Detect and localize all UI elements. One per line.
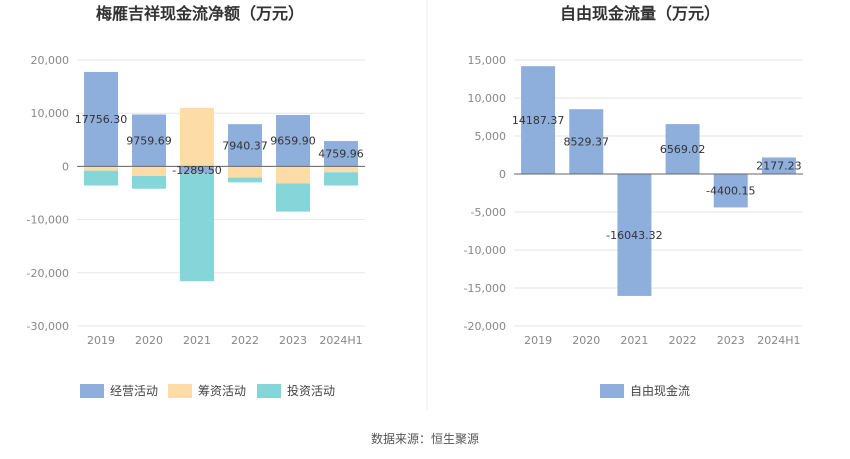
x-tick-label: 2020 (135, 334, 163, 347)
bar-自由现金流 (665, 124, 700, 174)
data-label: 8529.37 (564, 136, 610, 149)
bar-筹资活动 (324, 166, 358, 173)
data-label: -4400.15 (706, 185, 755, 198)
legend-label: 自由现金流 (630, 383, 690, 398)
x-tick-label: 2021 (620, 334, 648, 347)
data-label: 7940.37 (222, 139, 268, 152)
x-tick-label: 2019 (524, 334, 552, 347)
y-tick-label: 0 (62, 160, 69, 173)
data-label: 17756.30 (75, 113, 128, 126)
bar-自由现金流 (617, 174, 652, 296)
x-tick-label: 2022 (231, 334, 259, 347)
data-label: 2177.23 (756, 160, 802, 173)
free-cashflow-chart: 自由现金流量（万元） 15,000 10,000 5,000 0 -5,000 -10,00… (464, 4, 803, 398)
bar-经营活动 (276, 115, 310, 167)
y-tick-label: -10,000 (464, 244, 506, 257)
x-tick-label: 2019 (87, 334, 115, 347)
bar-筹资活动 (228, 166, 262, 178)
legend-swatch (600, 384, 624, 398)
x-tick-label: 2021 (183, 334, 211, 347)
data-label: -1289.50 (172, 164, 221, 177)
y-tick-label: 10,000 (468, 92, 507, 105)
data-label: 9659.90 (270, 135, 316, 148)
bar-投资活动 (180, 173, 214, 282)
legend-label: 经营活动 (110, 384, 158, 398)
bar-经营活动 (324, 141, 358, 167)
y-tick-label: 0 (499, 168, 506, 181)
cashflow-net-chart: 梅雁吉祥现金流净额（万元） 20,000 10,000 0 -10,000 -20,000… (27, 4, 365, 398)
chart-title: 自由现金流量（万元） (560, 4, 720, 23)
legend-label: 投资活动 (287, 383, 335, 398)
data-label: 6569.02 (660, 143, 706, 156)
x-tick-label: 2024H1 (757, 334, 800, 347)
data-label: 9759.69 (126, 134, 172, 147)
bar-经营活动 (180, 166, 214, 174)
y-tick-label: -30,000 (27, 320, 69, 333)
bar-经营活动 (228, 124, 262, 167)
bar-投资活动 (84, 170, 118, 186)
y-tick-label: -5,000 (471, 206, 506, 219)
bar-筹资活动 (84, 166, 118, 171)
legend-swatch (80, 384, 104, 398)
y-tick-label: 10,000 (31, 107, 70, 120)
x-tick-label: 2023 (279, 334, 307, 347)
data-label: 14187.37 (512, 114, 565, 127)
x-tick-label: 2024H1 (319, 334, 362, 347)
chart-title: 梅雁吉祥现金流净额（万元） (96, 4, 304, 23)
bar-经营活动 (132, 114, 166, 167)
y-tick-label: -15,000 (464, 282, 506, 295)
y-tick-label: -20,000 (27, 267, 69, 280)
x-tick-label: 2020 (572, 334, 600, 347)
y-tick-label: 20,000 (31, 54, 70, 67)
y-tick-label: 15,000 (468, 54, 507, 67)
y-tick-label: 5,000 (475, 130, 507, 143)
legend-swatch (257, 384, 281, 398)
y-tick-label: -10,000 (27, 214, 69, 227)
x-tick-label: 2023 (717, 334, 745, 347)
data-label: 4759.96 (318, 148, 364, 161)
bar-自由现金流 (713, 174, 748, 208)
bar-经营活动 (84, 71, 118, 167)
bar-自由现金流 (569, 109, 604, 174)
data-label: -16043.32 (606, 229, 662, 242)
bar-自由现金流 (521, 66, 556, 174)
bar-投资活动 (228, 177, 262, 183)
source-note: 数据来源：恒生聚源 (370, 432, 479, 446)
bar-投资活动 (324, 172, 358, 186)
bar-筹资活动 (132, 166, 166, 176)
bar-投资活动 (132, 175, 166, 189)
legend-swatch (168, 384, 192, 398)
y-tick-label: -20,000 (464, 320, 506, 333)
bar-筹资活动 (180, 107, 214, 167)
x-tick-label: 2022 (669, 334, 697, 347)
legend-label: 筹资活动 (198, 384, 246, 398)
bar-投资活动 (276, 183, 310, 212)
bar-筹资活动 (276, 166, 310, 184)
bar-自由现金流 (761, 157, 796, 174)
